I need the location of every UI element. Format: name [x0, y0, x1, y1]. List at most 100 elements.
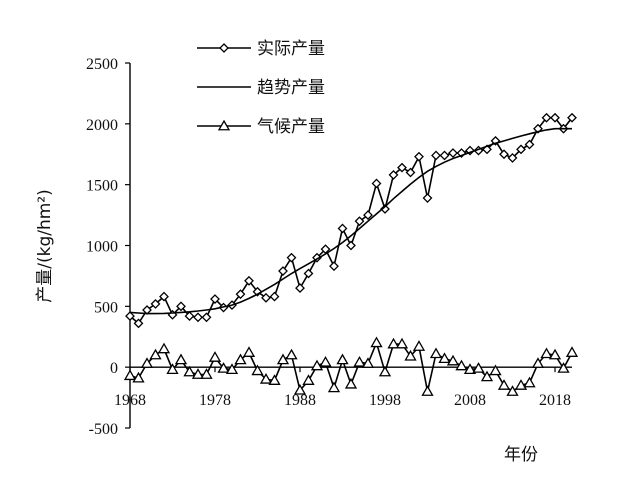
data-point-actual — [303, 268, 314, 279]
x-tick-label: 2018 — [539, 392, 571, 409]
x-tick-label: 1988 — [284, 392, 316, 409]
data-point-climate — [225, 363, 239, 375]
series-actual — [125, 112, 577, 329]
y-tick-label: -500 — [89, 421, 118, 438]
data-point-actual — [125, 311, 135, 321]
legend-label-climate: 气候产量 — [257, 117, 325, 137]
data-point-climate — [361, 357, 375, 368]
data-point-climate — [234, 353, 247, 365]
data-point-actual — [550, 112, 560, 123]
data-point-actual — [507, 152, 518, 163]
data-point-actual — [405, 167, 416, 178]
data-point-climate — [327, 381, 341, 393]
data-point-actual — [176, 301, 186, 312]
data-point-actual — [380, 204, 390, 214]
data-point-climate — [421, 385, 434, 396]
data-point-climate — [191, 368, 205, 379]
data-point-actual — [201, 312, 212, 323]
y-axis-title: 产量/(kg/hm²) — [35, 189, 55, 303]
data-point-climate — [557, 362, 570, 373]
data-point-actual — [541, 112, 552, 123]
data-point-climate — [565, 346, 579, 357]
data-point-actual — [244, 275, 254, 286]
data-point-climate — [336, 353, 349, 365]
data-point-climate — [302, 374, 315, 385]
x-tick-label: 1998 — [369, 392, 401, 409]
data-point-climate — [387, 337, 400, 349]
data-point-climate — [523, 376, 536, 388]
data-point-actual — [286, 252, 297, 263]
data-point-climate — [149, 348, 162, 360]
legend-item-climate: 气候产量 — [197, 117, 325, 137]
data-point-climate — [548, 348, 562, 360]
data-point-climate — [489, 364, 502, 376]
data-point-actual — [397, 162, 407, 173]
ticks: -500 0 500 1000 1500 2000 2500 1968 1978 1988 1998… — [86, 56, 571, 438]
data-point-actual — [269, 291, 280, 302]
data-point-climate — [497, 379, 511, 390]
data-point-climate — [370, 336, 383, 348]
data-point-actual — [295, 283, 305, 294]
data-point-climate — [438, 352, 451, 364]
data-point-climate — [353, 355, 366, 367]
series-layer — [123, 112, 579, 396]
data-point-climate — [132, 371, 145, 383]
data-point-actual — [210, 294, 220, 304]
y-tick-label: 0 — [110, 360, 118, 377]
series-line-actual — [129, 117, 573, 325]
data-point-actual — [159, 291, 169, 302]
legend-marker-climate — [217, 119, 231, 131]
data-point-actual — [439, 150, 450, 161]
data-point-actual — [346, 240, 356, 251]
series-climate — [123, 336, 579, 396]
data-point-climate — [446, 354, 460, 366]
data-point-climate — [251, 364, 264, 376]
data-point-actual — [133, 318, 144, 329]
data-point-actual — [422, 193, 433, 203]
data-point-climate — [531, 357, 545, 368]
x-axis-title: 年份 — [504, 445, 538, 465]
data-point-climate — [208, 351, 222, 362]
data-point-actual — [371, 178, 382, 189]
data-point-climate — [123, 369, 137, 381]
y-tick-label: 1000 — [86, 239, 118, 256]
data-point-climate — [514, 379, 528, 390]
data-point-climate — [174, 353, 188, 365]
legend-item-trend: 趋势产量 — [197, 78, 325, 98]
data-point-actual — [524, 139, 535, 150]
data-point-climate — [412, 340, 426, 351]
legend-marker-actual — [219, 43, 229, 53]
data-point-actual — [363, 210, 373, 221]
data-point-actual — [261, 292, 271, 303]
data-point-climate — [463, 363, 477, 375]
data-point-actual — [278, 266, 288, 276]
y-tick-label: 2000 — [86, 117, 118, 134]
data-point-climate — [242, 346, 256, 357]
data-point-actual — [388, 170, 399, 180]
data-point-climate — [166, 363, 179, 375]
y-tick-label: 500 — [94, 299, 118, 316]
series-trend — [129, 127, 572, 315]
data-point-climate — [455, 359, 468, 371]
data-point-climate — [217, 362, 230, 373]
data-point-climate — [200, 368, 213, 379]
data-point-actual — [354, 216, 365, 227]
data-point-actual — [499, 149, 509, 160]
data-point-actual — [567, 112, 577, 123]
data-point-climate — [429, 347, 443, 359]
data-point-climate — [183, 365, 196, 377]
legend-item-actual: 实际产量 — [197, 39, 325, 59]
data-point-climate — [480, 370, 494, 382]
data-point-actual — [448, 148, 458, 158]
data-point-climate — [259, 373, 273, 384]
data-point-climate — [395, 337, 409, 349]
data-point-climate — [293, 383, 307, 395]
data-point-climate — [540, 347, 553, 359]
data-point-actual — [184, 311, 195, 321]
x-tick-label: 1968 — [114, 392, 146, 409]
data-point-actual — [150, 298, 161, 309]
data-point-actual — [235, 289, 246, 300]
data-point-climate — [472, 362, 485, 373]
